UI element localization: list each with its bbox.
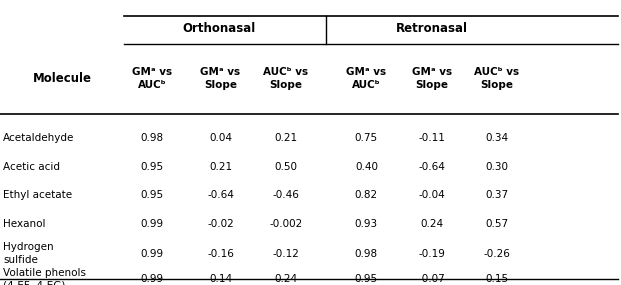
Text: 0.57: 0.57: [485, 219, 509, 229]
Text: Molecule: Molecule: [32, 72, 92, 85]
Text: -0.12: -0.12: [272, 249, 299, 259]
Text: 0.37: 0.37: [485, 190, 509, 200]
Text: 0.99: 0.99: [140, 274, 164, 284]
Text: Acetaldehyde: Acetaldehyde: [3, 133, 75, 143]
Text: -0.11: -0.11: [418, 133, 445, 143]
Text: Ethyl acetate: Ethyl acetate: [3, 190, 72, 200]
Text: Orthonasal: Orthonasal: [183, 22, 255, 35]
Text: -0.64: -0.64: [418, 162, 445, 172]
Text: 0.95: 0.95: [140, 162, 164, 172]
Text: 0.34: 0.34: [485, 133, 509, 143]
Text: 0.14: 0.14: [209, 274, 232, 284]
Text: 0.95: 0.95: [355, 274, 378, 284]
Text: Retronasal: Retronasal: [396, 22, 468, 35]
Text: 0.15: 0.15: [485, 274, 509, 284]
Text: -0.16: -0.16: [207, 249, 234, 259]
Text: 0.82: 0.82: [355, 190, 378, 200]
Text: 0.40: 0.40: [355, 162, 378, 172]
Text: -0.07: -0.07: [418, 274, 445, 284]
Text: 0.24: 0.24: [274, 274, 297, 284]
Text: 0.50: 0.50: [274, 162, 297, 172]
Text: -0.02: -0.02: [207, 219, 234, 229]
Text: -0.46: -0.46: [272, 190, 299, 200]
Text: GMᵃ vs
Slope: GMᵃ vs Slope: [201, 67, 240, 89]
Text: -0.19: -0.19: [418, 249, 445, 259]
Text: 0.21: 0.21: [209, 162, 232, 172]
Text: -0.04: -0.04: [418, 190, 445, 200]
Text: 0.98: 0.98: [140, 133, 164, 143]
Text: Hydrogen
sulfide: Hydrogen sulfide: [3, 243, 54, 265]
Text: Hexanol: Hexanol: [3, 219, 45, 229]
Text: 0.99: 0.99: [140, 249, 164, 259]
Text: -0.26: -0.26: [483, 249, 510, 259]
Text: 0.98: 0.98: [355, 249, 378, 259]
Text: 0.21: 0.21: [274, 133, 297, 143]
Text: GMᵃ vs
AUCᵇ: GMᵃ vs AUCᵇ: [132, 67, 172, 89]
Text: 0.75: 0.75: [355, 133, 378, 143]
Text: -0.64: -0.64: [207, 190, 234, 200]
Text: 0.04: 0.04: [209, 133, 232, 143]
Text: GMᵃ vs
Slope: GMᵃ vs Slope: [412, 67, 451, 89]
Text: -0.002: -0.002: [269, 219, 302, 229]
Text: 0.24: 0.24: [420, 219, 443, 229]
Text: 0.93: 0.93: [355, 219, 378, 229]
Text: Acetic acid: Acetic acid: [3, 162, 60, 172]
Text: 0.30: 0.30: [485, 162, 509, 172]
Text: AUCᵇ vs
Slope: AUCᵇ vs Slope: [263, 67, 308, 89]
Text: 0.95: 0.95: [140, 190, 164, 200]
Text: 0.99: 0.99: [140, 219, 164, 229]
Text: GMᵃ vs
AUCᵇ: GMᵃ vs AUCᵇ: [347, 67, 386, 89]
Text: AUCᵇ vs
Slope: AUCᵇ vs Slope: [474, 67, 519, 89]
Text: Volatile phenols
(4-EF, 4-EG): Volatile phenols (4-EF, 4-EG): [3, 268, 86, 285]
